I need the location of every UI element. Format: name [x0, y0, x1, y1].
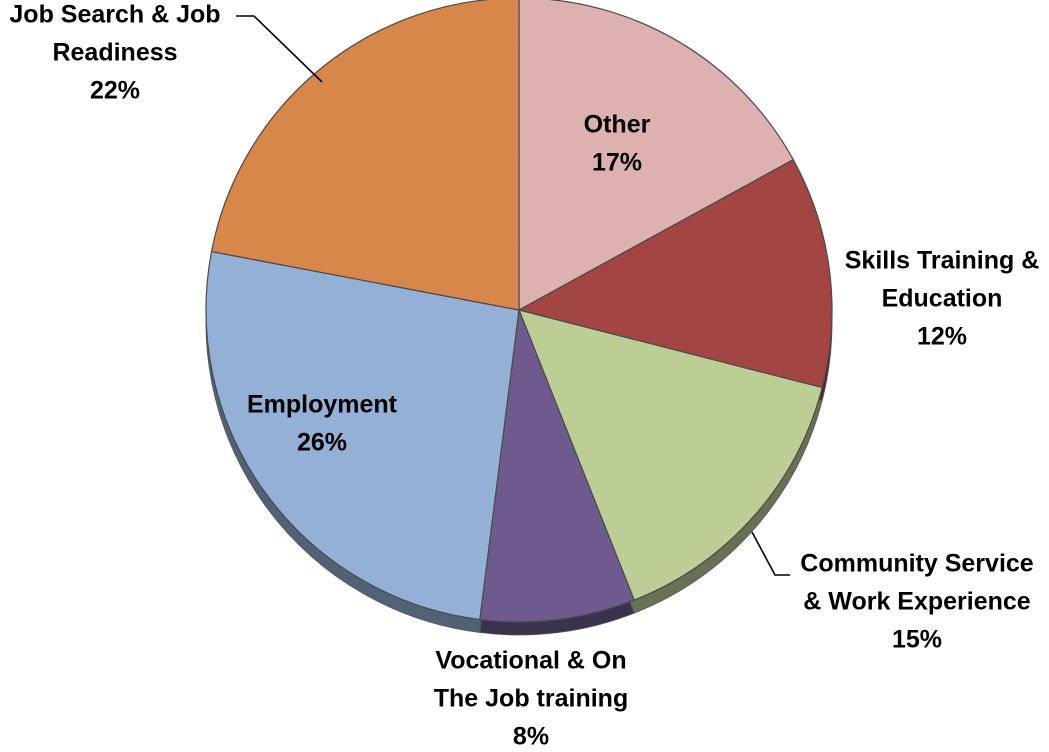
slice-name-line: Community Service — [800, 550, 1034, 578]
slice-name-line: Other — [584, 111, 651, 139]
slice-name-line: & Work Experience — [803, 588, 1031, 616]
slice-percent: 22% — [90, 77, 140, 105]
slice-label-job-search-job-readiness: Job Search & Job Readiness 22% — [9, 1, 220, 105]
slice-label-vocational-on-the-job-training: Vocational & On The Job training 8% — [434, 647, 628, 751]
slice-name-line: The Job training — [434, 685, 628, 713]
slice-label-community-service-work-experience: Community Service & Work Experience 15% — [800, 550, 1034, 654]
slice-name-line: Education — [882, 285, 1003, 313]
pie-slice-skills-training-education — [518, 159, 833, 389]
slice-label-other: Other 17% — [584, 111, 651, 177]
leader-line-community-service-work-experience — [751, 531, 790, 576]
leader-lines — [236, 15, 790, 576]
slice-percent: 15% — [892, 626, 942, 654]
slice-name-line: Skills Training & — [845, 247, 1040, 275]
slice-name-line: Employment — [247, 391, 398, 419]
pie-slices — [205, 0, 833, 623]
pie-slice-vocational-on-the-job-training — [479, 309, 635, 623]
slice-name-line: Vocational & On — [435, 647, 626, 675]
slice-percent: 17% — [592, 149, 642, 177]
slice-label-employment: Employment 26% — [247, 391, 398, 457]
leader-line-job-search-job-readiness — [236, 15, 323, 83]
slice-labels: Other 17% Skills Training & Education 12% Com… — [9, 1, 1039, 751]
slice-label-skills-training-education: Skills Training & Education 12% — [845, 247, 1040, 351]
slice-percent: 12% — [917, 323, 967, 351]
pie-slice-community-service-work-experience — [518, 309, 823, 601]
slice-name-line: Readiness — [52, 39, 177, 67]
pie-slice-other — [518, 0, 794, 311]
slice-name-line: Job Search & Job — [9, 1, 220, 29]
slice-percent: 8% — [513, 723, 549, 751]
slice-percent: 26% — [297, 429, 347, 457]
pie-slice-employment — [205, 250, 520, 621]
pie-slice-job-search-job-readiness — [210, 0, 520, 311]
